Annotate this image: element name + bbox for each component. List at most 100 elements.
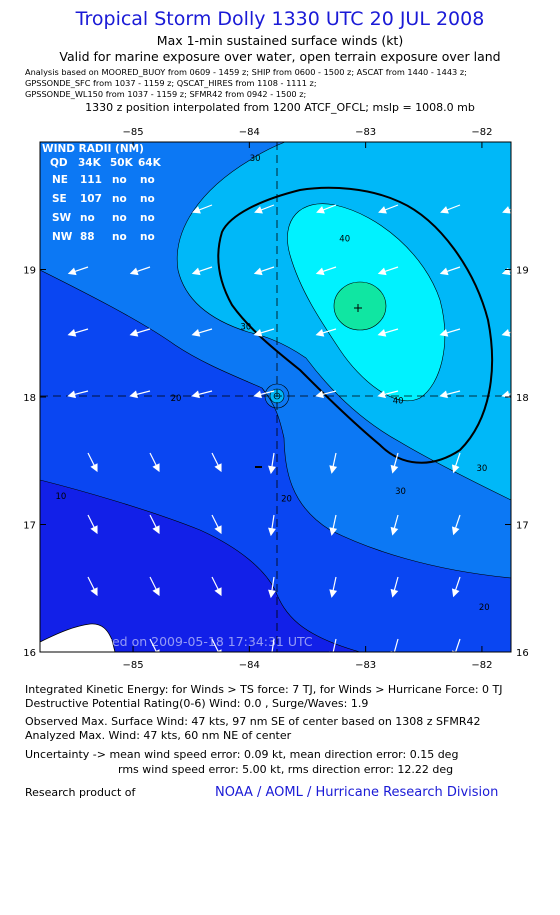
wind-vector-head xyxy=(90,463,98,473)
x-tick-label-bottom: −83 xyxy=(355,660,376,671)
contour-45 xyxy=(333,281,387,331)
wind-vector-head xyxy=(214,525,222,535)
wind-vector-head xyxy=(90,525,98,535)
axis-ticks xyxy=(40,142,511,653)
wind-vector xyxy=(454,638,461,652)
wind-vector-head xyxy=(67,267,77,276)
wind-vector-head xyxy=(514,589,520,596)
x-tick-label-bottom: −82 xyxy=(471,660,492,671)
wind-vector-head xyxy=(439,329,449,337)
wind-vector xyxy=(211,638,220,652)
contour-label: 30 xyxy=(477,464,488,474)
y-tick-label-left: 18 xyxy=(23,393,36,404)
wind-radii-col-50k: 50K xyxy=(110,157,134,169)
wind-vector-head xyxy=(329,651,333,652)
wind-vector-head xyxy=(315,267,325,276)
band-45-plus xyxy=(334,282,386,330)
wind-vector-head xyxy=(502,206,511,214)
created-watermark: created on 2009-05-18 17:34:31 UTC xyxy=(80,634,313,649)
wind-radii-header: WIND RADII (NM) xyxy=(42,143,144,155)
contour-label: 30 xyxy=(395,487,406,497)
wind-radii-ne-quadrant: NE xyxy=(52,174,68,186)
wind-vector-head xyxy=(439,390,448,399)
x-tick-label-top: −84 xyxy=(239,127,260,138)
contour-label: 20 xyxy=(479,603,490,613)
wind-vector-head xyxy=(254,206,263,214)
wind-vector-head xyxy=(390,650,395,652)
wind-vector-head xyxy=(191,390,200,399)
hrd-link[interactable]: NOAA / AOML / Hurricane Research Divisio… xyxy=(215,785,499,800)
wind-vector-head xyxy=(214,463,222,473)
y-tick-label-left: 19 xyxy=(23,266,36,277)
wind-vector-head xyxy=(152,525,160,535)
analysis-sources-line-2: GPSSONDE_SFC from 1037 - 1159 z; QSCAT_H… xyxy=(25,78,317,88)
wind-max-marker xyxy=(354,304,362,312)
wind-radii-col-34k: 34K xyxy=(78,157,102,169)
wind-vector-head xyxy=(390,464,399,474)
wind-vector-head xyxy=(329,589,338,598)
wind-vector-head xyxy=(514,465,520,472)
wind-vector-head xyxy=(268,527,276,537)
wind-vector-head xyxy=(329,465,338,474)
wind-vector-head xyxy=(390,526,399,536)
wind-vector-head xyxy=(152,587,160,597)
wind-vector-head xyxy=(451,526,460,536)
contour-label: 40 xyxy=(339,234,350,244)
x-tick-label-top: −82 xyxy=(471,127,492,138)
wind-radii-ne-64k: no xyxy=(140,174,155,186)
wind-radii-ne-50k: no xyxy=(112,174,127,186)
wind-radii-nw-64k: no xyxy=(140,231,155,243)
y-tick-label-right: 19 xyxy=(516,266,529,277)
wind-vector-head xyxy=(315,329,325,337)
wind-vector-head xyxy=(377,267,387,276)
wind-vector-head xyxy=(268,589,276,599)
wind-vector xyxy=(515,577,522,596)
wind-vector-head xyxy=(329,527,338,536)
chart-subtitle-exposure: Valid for marine exposure over water, op… xyxy=(59,49,501,64)
wind-vector-head xyxy=(253,267,263,276)
axis-tick-labels: −85 −85 −84 −84 −83 −83 −82 −82 16 16 17 17 18 18 19 19 xyxy=(23,127,528,671)
wind-radii-sw-34k: no xyxy=(80,212,95,224)
wind-radii-se-64k: no xyxy=(140,193,155,205)
wind-vector-head xyxy=(439,267,449,276)
wind-vector-head xyxy=(377,390,386,399)
wind-vector-head xyxy=(67,329,77,337)
analyzed-max-wind-line: Analyzed Max. Wind: 47 kts, 60 nm NE of … xyxy=(25,729,292,742)
wind-vector-head xyxy=(451,464,460,474)
contour-label: 20 xyxy=(171,394,182,404)
ike-line: Integrated Kinetic Energy: for Winds > T… xyxy=(25,683,503,696)
wind-vector xyxy=(393,638,399,652)
wind-radii-col-qd: QD xyxy=(50,157,68,169)
wind-vector-head xyxy=(501,267,511,276)
wind-vector-head xyxy=(129,267,139,276)
wind-vector-head xyxy=(191,329,201,337)
y-tick-label-right: 18 xyxy=(516,393,529,404)
wind-vector-head xyxy=(451,588,460,598)
wind-vector-head xyxy=(268,651,271,652)
wind-vector-head xyxy=(315,390,324,399)
contour-labels: 30 40 30 20 40 20 30 30 10 20 xyxy=(56,154,490,613)
wind-radii-nw-quadrant: NW xyxy=(52,231,73,243)
wind-radii-table: WIND RADII (NM) QD 34K 50K 64K NE 111 no… xyxy=(42,143,162,243)
y-tick-label-left: 17 xyxy=(23,521,36,532)
contour-label: 30 xyxy=(240,322,251,332)
chart-title: Tropical Storm Dolly 1330 UTC 20 JUL 200… xyxy=(75,8,485,30)
contour-lines xyxy=(40,142,511,652)
wind-radii-ne-34k: 111 xyxy=(80,174,102,186)
wind-vector xyxy=(271,638,275,652)
contour-30 xyxy=(176,142,511,501)
contour-20 xyxy=(40,269,511,579)
wind-vector xyxy=(87,638,96,652)
analysis-sources-line-3: GPSSONDE_WL150 from 1037 - 1159 z; SFMR4… xyxy=(25,89,307,99)
wind-vector-head xyxy=(378,206,387,214)
wind-vector xyxy=(149,638,158,652)
wind-vector-head xyxy=(129,390,138,399)
land-jamaica-coast xyxy=(40,623,116,652)
wind-field-plot: 30 40 30 20 40 20 30 30 10 20 created on 2009-05-… xyxy=(23,127,528,671)
wind-vector-head xyxy=(191,267,201,276)
y-tick-label-left: 16 xyxy=(23,648,36,659)
y-tick-label-right: 17 xyxy=(516,521,529,532)
wind-vector-head xyxy=(268,465,276,475)
wind-vector-head xyxy=(501,329,511,337)
wind-vector-head xyxy=(214,587,222,597)
